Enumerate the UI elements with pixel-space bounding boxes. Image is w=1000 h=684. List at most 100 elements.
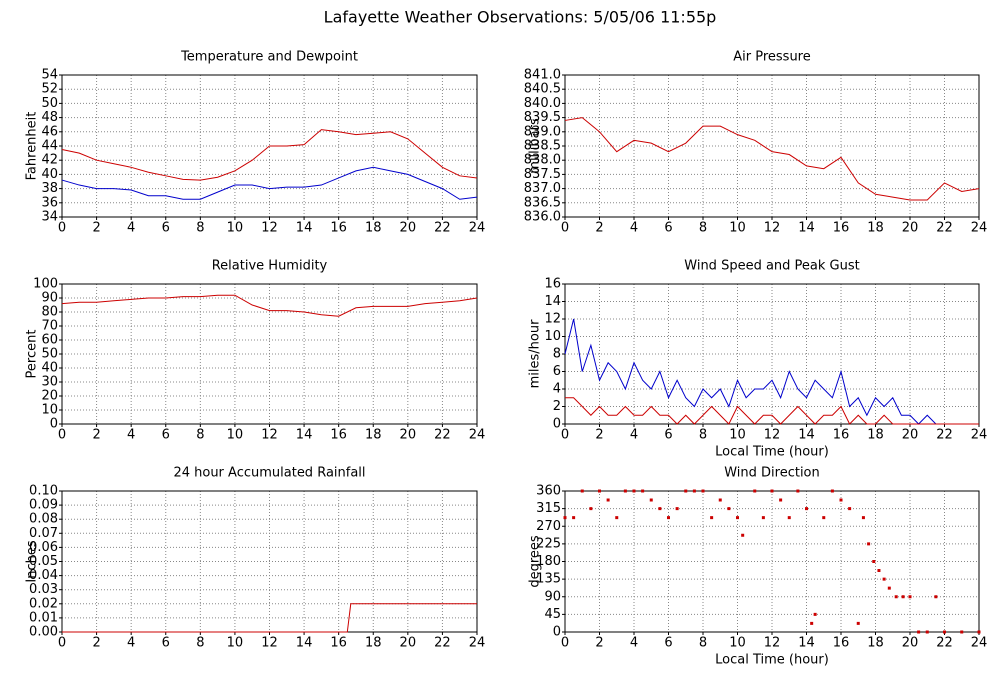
y-tick-label: 840.0: [524, 96, 561, 111]
y-tick-label: 90: [41, 291, 58, 306]
x-tick-label: 20: [902, 428, 919, 443]
y-tick-label: 836.0: [524, 210, 561, 225]
y-tick-label: 70: [41, 319, 58, 334]
y-tick-label: 6: [553, 364, 561, 379]
y-tick-label: 837.0: [524, 181, 561, 196]
y-tick-label: 180: [536, 554, 561, 569]
data-point: [867, 542, 871, 546]
x-tick-label: 18: [365, 636, 382, 651]
chart-title: 24 hour Accumulated Rainfall: [173, 466, 365, 481]
data-point: [761, 516, 765, 520]
data-point: [877, 569, 881, 573]
y-tick-label: 80: [41, 305, 58, 320]
x-tick-label: 6: [162, 221, 170, 236]
data-point: [741, 533, 745, 537]
x-tick-label: 10: [227, 221, 244, 236]
data-point: [632, 489, 636, 493]
plot-border: [61, 283, 478, 425]
data-point: [753, 489, 757, 493]
y-tick-label: 838.5: [524, 139, 561, 154]
y-tick-label: 100: [33, 277, 58, 292]
y-tick-label: 839.0: [524, 124, 561, 139]
data-line: [61, 166, 478, 200]
x-tick-label: 14: [296, 636, 313, 651]
x-tick-label: 6: [664, 221, 672, 236]
x-tick-label: 2: [92, 428, 100, 443]
y-tick-label: 40: [41, 361, 58, 376]
x-tick-label: 4: [630, 428, 638, 443]
y-tick-label: 45: [544, 607, 561, 622]
data-point: [770, 489, 774, 493]
data-point: [572, 516, 576, 520]
y-tick-label: 270: [536, 519, 561, 534]
data-point: [641, 489, 645, 493]
y-tick-label: 0: [553, 625, 561, 640]
x-tick-label: 10: [729, 428, 746, 443]
y-tick-label: 0.04: [29, 568, 58, 583]
plot-border: [61, 74, 478, 218]
y-tick-label: 10: [41, 403, 58, 418]
data-point: [606, 498, 610, 502]
data-point: [736, 516, 739, 520]
x-tick-label: 24: [971, 221, 988, 236]
x-tick-label: 2: [92, 221, 100, 236]
data-point: [822, 516, 826, 520]
x-tick-label: 2: [595, 221, 603, 236]
y-tick-label: 0.06: [29, 540, 58, 555]
x-tick-label: 8: [699, 221, 707, 236]
x-tick-label: 0: [58, 428, 66, 443]
y-tick-label: 60: [41, 333, 58, 348]
data-line: [564, 318, 979, 425]
x-tick-label: 24: [971, 636, 988, 651]
y-tick-label: 0: [553, 417, 561, 432]
data-point: [943, 630, 946, 634]
plot-border: [564, 74, 980, 218]
y-tick-label: 0.05: [29, 554, 58, 569]
x-tick-label: 14: [798, 636, 815, 651]
x-tick-label: 16: [833, 428, 850, 443]
x-tick-label: 12: [261, 428, 278, 443]
data-point: [882, 577, 886, 581]
x-tick-label: 18: [365, 221, 382, 236]
x-tick-label: 12: [764, 428, 781, 443]
y-axis-label: Percent: [25, 330, 40, 379]
x-tick-label: 16: [833, 221, 850, 236]
data-point: [684, 489, 688, 493]
y-tick-label: 50: [41, 347, 58, 362]
x-tick-label: 24: [469, 636, 486, 651]
data-line: [565, 397, 979, 425]
x-tick-label: 20: [400, 428, 417, 443]
x-tick-label: 12: [764, 636, 781, 651]
y-tick-label: 0.07: [29, 526, 58, 541]
data-line: [61, 129, 478, 181]
y-tick-label: 0.10: [29, 484, 58, 499]
data-point: [667, 516, 670, 520]
x-tick-label: 24: [469, 428, 486, 443]
y-tick-label: 16: [544, 277, 561, 292]
x-tick-label: 4: [127, 428, 135, 443]
y-tick-label: 12: [544, 312, 561, 327]
x-tick-label: 10: [227, 636, 244, 651]
x-axis-label: Local Time (hour): [715, 445, 829, 460]
y-tick-label: 315: [536, 501, 561, 516]
x-tick-label: 20: [902, 221, 919, 236]
y-tick-label: 0: [50, 417, 58, 432]
x-tick-label: 14: [798, 221, 815, 236]
data-point: [830, 489, 834, 493]
x-tick-label: 2: [595, 636, 603, 651]
y-tick-label: 0.01: [29, 610, 58, 625]
data-line: [564, 117, 980, 201]
data-point: [718, 498, 722, 502]
y-tick-label: 20: [41, 389, 58, 404]
data-point: [779, 498, 783, 502]
data-point: [710, 516, 714, 520]
data-point: [977, 630, 981, 634]
x-tick-label: 24: [971, 428, 988, 443]
data-point: [917, 630, 921, 634]
chart-title: Air Pressure: [733, 50, 811, 65]
data-point: [839, 498, 843, 502]
y-tick-label: 0.00: [29, 625, 58, 640]
x-tick-label: 2: [92, 636, 100, 651]
data-point: [589, 507, 593, 511]
